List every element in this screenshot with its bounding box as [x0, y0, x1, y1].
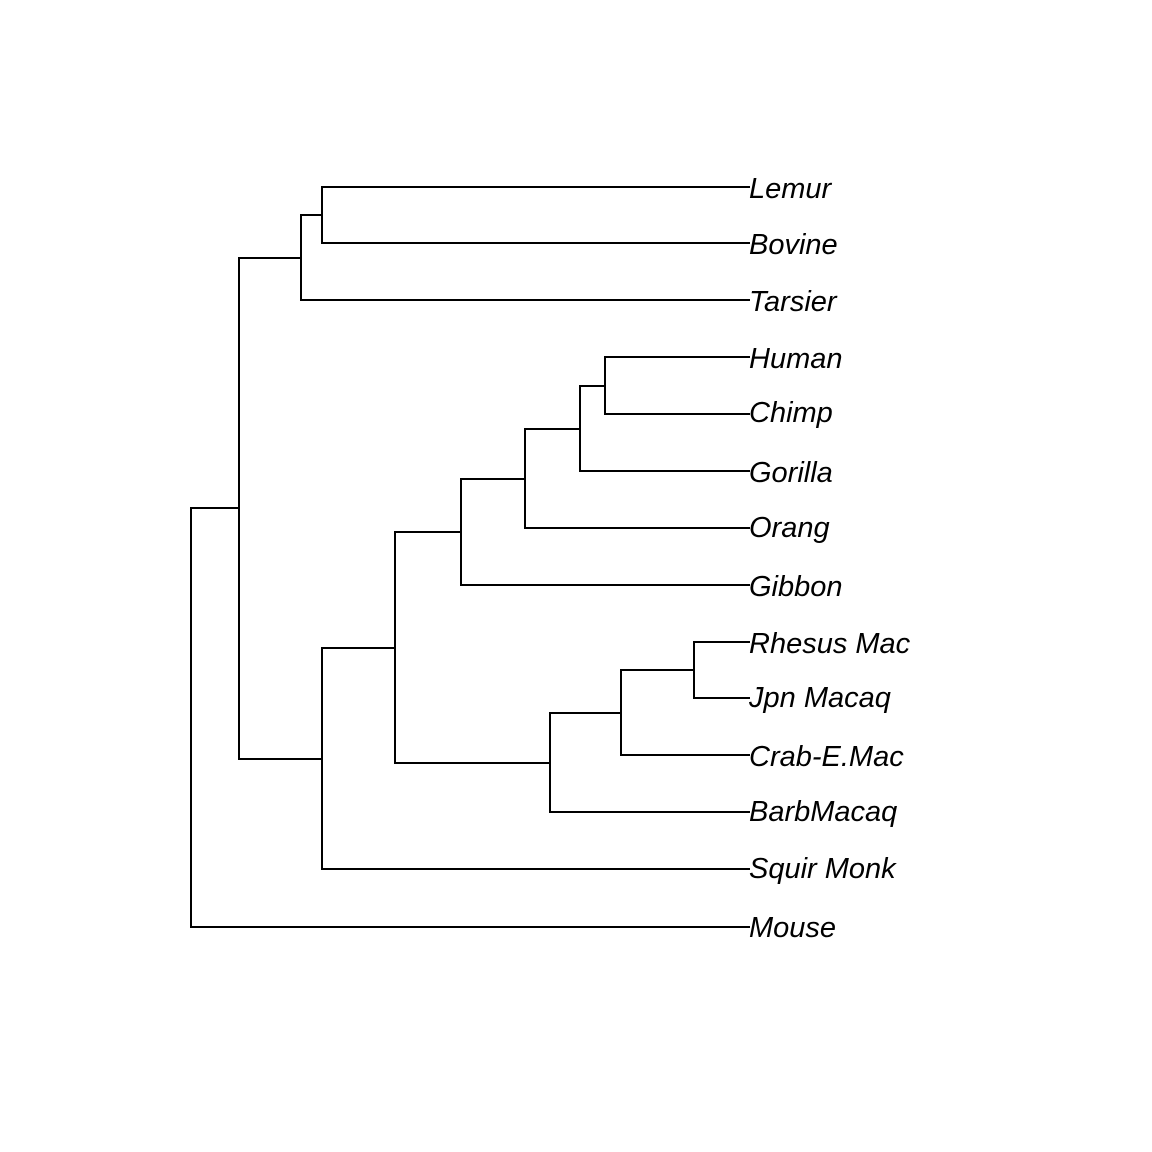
- branch-apes-monkeys-split: [394, 531, 551, 764]
- tip-label-crab-e-mac: Crab-E.Mac: [749, 741, 904, 773]
- tip-labels: Lemur Bovine Tarsier Human Chimp Gorilla…: [748, 173, 911, 944]
- tip-label-bovine: Bovine: [749, 229, 838, 261]
- tip-label-tarsier: Tarsier: [749, 286, 838, 318]
- tip-label-barbmacaq: BarbMacaq: [749, 796, 897, 828]
- tip-label-lemur: Lemur: [749, 173, 833, 205]
- branch-human-chimp: [604, 356, 750, 415]
- tip-label-gibbon: Gibbon: [749, 571, 843, 603]
- tip-label-rhesus-mac: Rhesus Mac: [749, 628, 911, 660]
- tip-label-squir-monk: Squir Monk: [749, 853, 897, 885]
- branch-gibbon-split: [460, 478, 750, 586]
- branch-rhesus-japanese: [693, 641, 750, 699]
- tip-label-gorilla: Gorilla: [749, 457, 833, 489]
- branch-lemur-bovine: [321, 186, 750, 244]
- branch-tarsier-split: [300, 214, 750, 301]
- tip-label-jpn-macaq: Jpn Macaq: [748, 682, 891, 714]
- branch-primates-outgroup-split: [238, 257, 323, 760]
- tip-label-orang: Orang: [749, 512, 830, 544]
- tip-label-human: Human: [749, 343, 843, 375]
- branch-barbary-split: [549, 712, 750, 813]
- tip-label-mouse: Mouse: [749, 912, 836, 944]
- tree-branches: [190, 186, 750, 928]
- branch-root: [190, 507, 750, 928]
- branch-gorilla-split: [579, 385, 750, 472]
- branch-orang-split: [524, 428, 750, 529]
- branch-crab-eating-split: [620, 669, 750, 756]
- tip-label-chimp: Chimp: [749, 397, 833, 429]
- branch-squirrel-monkey-split: [321, 647, 750, 870]
